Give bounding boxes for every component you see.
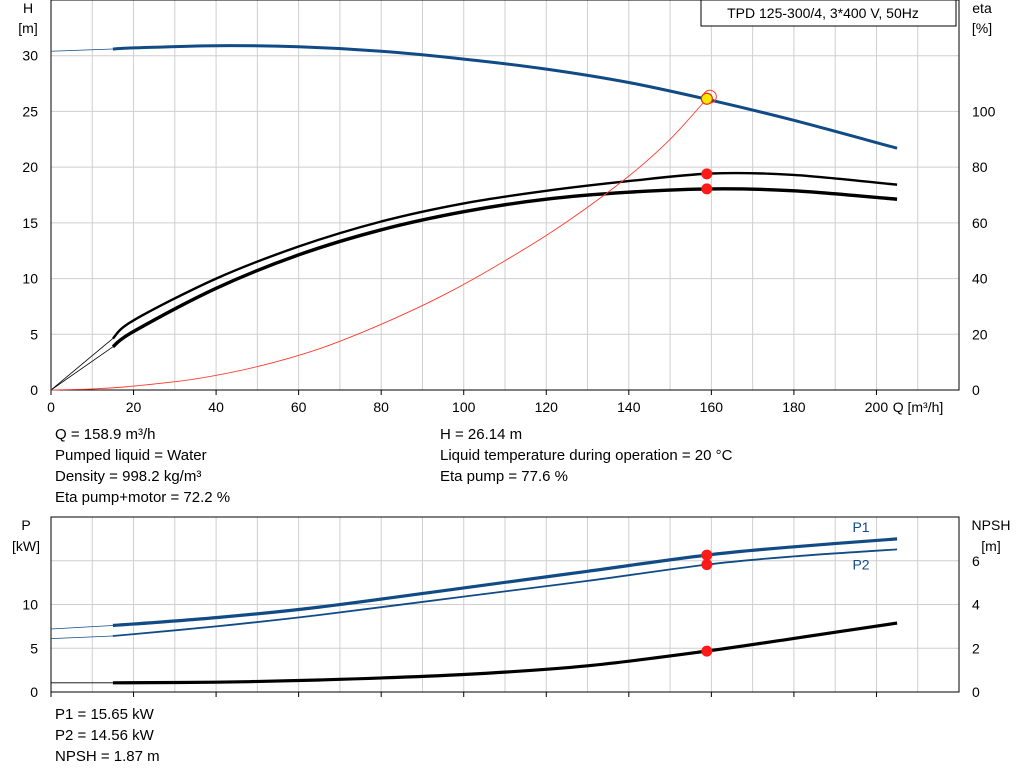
tick-labels: 0 5 10 0 2 4 6 — [22, 553, 980, 700]
duty-point — [700, 92, 713, 105]
p1-point — [701, 549, 713, 561]
eta-pump-point — [701, 168, 713, 180]
tick-labels: 0 20 40 60 80 100 120 140 160 180 200 0 5 10 15 20 25 30 0… — [22, 48, 995, 415]
y-left-tick-label: 20 — [22, 159, 38, 175]
x-tick-label: 140 — [617, 399, 641, 415]
curve-series-1 — [112, 171, 898, 340]
x-tick-label: 40 — [208, 399, 224, 415]
x-tick-label: 200 — [865, 399, 889, 415]
y-right-tick-label: 2 — [972, 640, 980, 656]
liquid-temperature: Liquid temperature during operation = 20… — [440, 447, 733, 464]
y-left-tick-label: 30 — [22, 48, 38, 64]
y-right-tick-label: 0 — [972, 382, 980, 398]
x-tick-label: 160 — [700, 399, 724, 415]
info-upper-right: H = 26.14 m Liquid temperature during op… — [440, 424, 732, 487]
series-label-p1: P1 — [852, 519, 869, 535]
y-right-tick-label: 0 — [972, 684, 980, 700]
x-tick-label: 180 — [782, 399, 806, 415]
y-right-unit: [m] — [981, 538, 1000, 554]
y-right-tick-label: 60 — [972, 215, 988, 231]
density-value: Density = 998.2 kg/m³ — [55, 468, 202, 485]
y-right-label: eta — [972, 0, 992, 16]
x-axis-label: Q [m³/h] — [893, 399, 944, 415]
curve-extension — [50, 625, 113, 630]
title-box — [700, 0, 957, 27]
y-right-tick-label: 100 — [972, 103, 996, 119]
series-label-p2: P2 — [852, 556, 869, 572]
x-tick-label: 80 — [373, 399, 389, 415]
curve-series-3 — [50, 98, 708, 391]
grid — [51, 0, 959, 390]
y-left-tick-label: 10 — [22, 597, 38, 613]
series-group: P1 P2 — [50, 519, 898, 685]
p2-point — [701, 559, 713, 571]
y-left-unit: [kW] — [12, 538, 40, 554]
y-right-tick-label: 4 — [972, 597, 980, 613]
y-right-tick-label: 80 — [972, 159, 988, 175]
y-left-tick-label: 0 — [30, 382, 38, 398]
x-tick-label: 20 — [126, 399, 142, 415]
y-left-tick-label: 15 — [22, 215, 38, 231]
y-left-tick-label: 0 — [30, 684, 38, 700]
y-left-label: H — [23, 0, 33, 16]
curve-p2 — [112, 548, 898, 637]
power-npsh-chart: P1 P2 0 5 10 0 2 4 6 P [kW] NPSH [m] — [12, 516, 1011, 700]
p2-value: P2 = 14.56 kW — [55, 727, 154, 744]
y-right-unit: [%] — [972, 20, 992, 36]
npsh-value: NPSH = 1.87 m — [55, 748, 160, 765]
flow-value: Q = 158.9 m³/h — [55, 426, 156, 443]
series-group — [50, 44, 898, 391]
y-right-label: NPSH — [972, 517, 1011, 533]
chart-title: TPD 125-300/4, 3*400 V, 50Hz — [727, 5, 919, 21]
info-lower: P1 = 15.65 kW P2 = 14.56 kW NPSH = 1.87 … — [55, 704, 160, 767]
x-tick-label: 100 — [452, 399, 476, 415]
pumped-liquid: Pumped liquid = Water — [55, 447, 207, 464]
curve-extension — [50, 338, 114, 391]
info-upper-left: Q = 158.9 m³/h Pumped liquid = Water Den… — [55, 424, 230, 508]
y-right-tick-label: 40 — [972, 271, 988, 287]
curve-series-2 — [111, 187, 898, 349]
x-tick-label: 120 — [535, 399, 559, 415]
y-right-tick-label: 20 — [972, 326, 988, 342]
head-efficiency-chart: 0 20 40 60 80 100 120 140 160 180 200 0 5 10 15 20 25 30 0… — [18, 0, 996, 415]
y-right-tick-label: 6 — [972, 553, 980, 569]
y-left-tick-label: 25 — [22, 103, 38, 119]
curve-extension — [50, 635, 113, 640]
x-tick-label: 0 — [47, 399, 55, 415]
y-left-tick-label: 5 — [30, 640, 38, 656]
p1-value: P1 = 15.65 kW — [55, 706, 154, 723]
grid — [51, 517, 959, 692]
head-value: H = 26.14 m — [440, 426, 523, 443]
y-left-unit: [m] — [18, 20, 37, 36]
plot-frame — [50, 516, 960, 693]
eta-pump-value: Eta pump = 77.6 % — [440, 468, 568, 485]
y-left-tick-label: 10 — [22, 271, 38, 287]
curve-extension — [50, 48, 113, 52]
curve-series-0 — [112, 44, 898, 150]
curve-extension — [50, 346, 114, 391]
x-tick-label: 60 — [291, 399, 307, 415]
plot-frame — [50, 0, 960, 391]
eta-total-value: Eta pump+motor = 72.2 % — [55, 489, 231, 506]
curve-npsh — [112, 621, 898, 685]
y-left-tick-label: 5 — [30, 326, 38, 342]
eta-total-point — [701, 183, 713, 195]
npsh-point — [701, 645, 713, 657]
y-left-label: P — [21, 517, 30, 533]
curve-p1 — [112, 537, 898, 628]
